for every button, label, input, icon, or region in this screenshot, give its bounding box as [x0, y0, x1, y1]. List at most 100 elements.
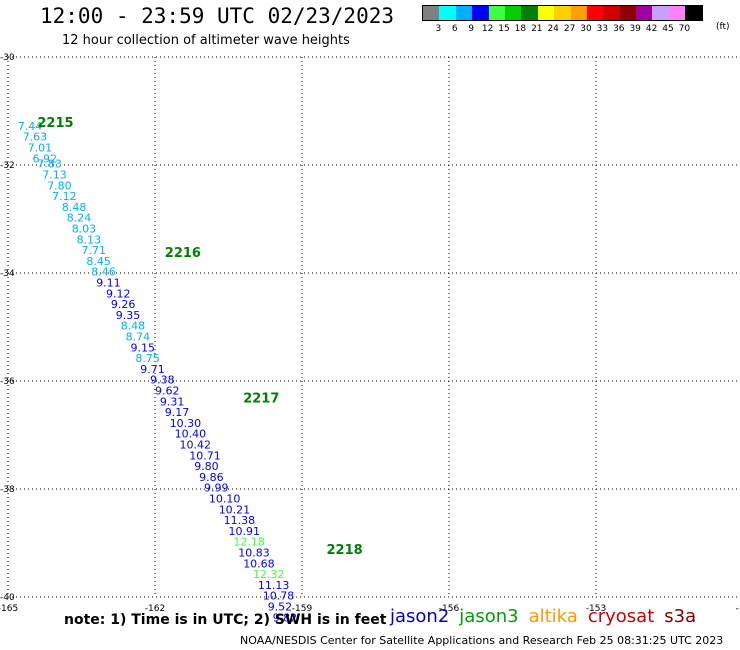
- legend-swatch: [537, 6, 555, 20]
- legend-tick-label: 42: [645, 24, 658, 34]
- wave-height-value: 10.21: [219, 503, 251, 516]
- legend-swatch: [488, 6, 505, 20]
- legend-tick-label: 70: [678, 24, 691, 34]
- longitude-label: -15: [736, 604, 740, 614]
- wave-height-value: 10.91: [229, 525, 261, 538]
- latitude-label: -40: [0, 593, 15, 603]
- latitude-label: -30: [0, 53, 15, 63]
- hour-labels: 2215 2216 2217 2218: [37, 116, 362, 558]
- satellite-name: cryosat: [587, 606, 655, 627]
- legend-unit: (ft): [716, 22, 730, 32]
- hour-label: 2218: [327, 543, 363, 558]
- legend-swatch: [570, 6, 587, 20]
- legend-tick-label: 15: [498, 24, 510, 34]
- legend-tick-label: 21: [531, 24, 543, 34]
- wave-height-value: 6.92: [33, 152, 58, 165]
- satellite-legend: jason2 jason3 altika cryosat s3a: [390, 606, 706, 627]
- satellite-name: altika: [528, 606, 578, 627]
- wave-height-value: 7.01: [28, 142, 52, 155]
- latitude-label: -32: [0, 161, 15, 171]
- wave-height-value: 9.12: [106, 287, 131, 300]
- wave-height-value: 9.52: [268, 601, 293, 614]
- wave-height-value: 11.13: [258, 579, 290, 592]
- legend-swatch: [685, 6, 702, 20]
- legend-swatch: [472, 6, 489, 20]
- wave-height-points: 7.447.637.016.927.837.137.807.128.488.24…: [18, 120, 297, 624]
- legend-labels: 3 6 9 12 15 18 21 24 27 30 33 36 39 42 45 70: [422, 21, 703, 35]
- wave-height-value: 9.26: [111, 298, 135, 311]
- wave-height-value: 8.48: [62, 201, 87, 214]
- satellite-name: jason2: [390, 606, 450, 627]
- legend-tick-label: 36: [613, 24, 625, 34]
- wave-height-value: 12.32: [253, 568, 285, 581]
- wave-height-value: 9.99: [204, 482, 229, 495]
- wave-height-value: 12.18: [233, 536, 265, 549]
- longitude-label: -153: [586, 604, 606, 614]
- wave-height-value: 10.30: [170, 417, 202, 430]
- satellite-name: s3a: [664, 606, 697, 627]
- wave-height-value: 10.42: [180, 439, 212, 452]
- legend-tick-label: 39: [629, 24, 641, 34]
- legend-tick-label: 12: [481, 24, 494, 34]
- wave-height-value: 7.71: [82, 244, 107, 257]
- legend-swatch: [554, 6, 571, 20]
- wave-height-value: 9.80: [194, 460, 219, 473]
- legend-swatch: [668, 6, 686, 20]
- wave-height-value: 8.46: [91, 266, 116, 279]
- latitude-label: -34: [0, 269, 15, 279]
- wave-height-value: 8.48: [121, 320, 146, 333]
- map-grid: [7, 56, 740, 598]
- wave-height-value: 8.13: [77, 233, 102, 246]
- legend-tick-label: 9: [468, 24, 475, 34]
- hour-label: 2215: [37, 116, 73, 131]
- wave-height-value: 7.13: [42, 169, 67, 182]
- legend-swatches: [422, 5, 703, 21]
- legend-tick-label: 27: [563, 24, 576, 34]
- note-text: note: 1) Time is in UTC; 2) SWH is in fe…: [64, 612, 387, 628]
- wave-height-value: 10.71: [189, 449, 221, 462]
- legend-swatch: [636, 6, 653, 20]
- wave-height-value: 10.10: [209, 493, 241, 506]
- wave-height-value: 9.86: [199, 471, 224, 484]
- legend-swatch: [603, 6, 620, 20]
- wave-height-value: 9.35: [116, 309, 141, 322]
- legend-tick-label: 18: [514, 24, 527, 34]
- wave-height-value: 9.11: [96, 277, 121, 290]
- wave-height-value: 10.40: [175, 428, 207, 441]
- longitude-label: -156: [439, 604, 460, 614]
- wave-height-value: 7.12: [52, 190, 77, 203]
- page-subtitle: 12 hour collection of altimeter wave hei…: [62, 33, 350, 48]
- longitude-label: -165: [0, 604, 18, 614]
- wave-height-value: 10.68: [243, 557, 275, 570]
- wave-height-value: 8.03: [72, 223, 97, 236]
- latitude-label: -36: [0, 377, 15, 387]
- wave-height-value: 9.82: [273, 611, 298, 624]
- wave-height-value: 7.83: [37, 158, 62, 171]
- legend-swatch: [439, 6, 456, 20]
- wave-height-value: 8.45: [86, 255, 111, 268]
- legend-swatch: [586, 6, 604, 20]
- wave-height-value: 7.63: [23, 131, 48, 144]
- wave-height-value: 9.38: [150, 374, 175, 387]
- satellite-name: jason3: [459, 606, 519, 627]
- wave-height-value: 7.44: [18, 120, 43, 133]
- wave-height-value: 11.38: [224, 514, 256, 527]
- hour-label: 2217: [243, 392, 279, 407]
- page-title: 12:00 - 23:59 UTC 02/23/2023: [40, 4, 395, 28]
- legend-swatch: [652, 6, 669, 20]
- legend-swatch: [504, 6, 522, 20]
- legend-tick-label: 6: [451, 24, 458, 34]
- wave-height-value: 7.80: [47, 179, 71, 192]
- legend-tick-label: 30: [580, 24, 592, 34]
- wave-height-value: 9.31: [160, 395, 185, 408]
- hour-label: 2216: [165, 246, 201, 261]
- legend-swatch: [423, 6, 440, 20]
- wave-height-value: 8.74: [126, 331, 151, 344]
- axis-labels: -165 -162 -159 -156 -153 -15 -30 -32 -34 -36 -38 -4…: [0, 53, 740, 614]
- longitude-label: -159: [292, 604, 313, 614]
- wave-height-value: 10.78: [263, 590, 295, 603]
- legend-swatch: [455, 6, 473, 20]
- longitude-label: -162: [145, 604, 165, 614]
- legend-tick-label: 33: [596, 24, 609, 34]
